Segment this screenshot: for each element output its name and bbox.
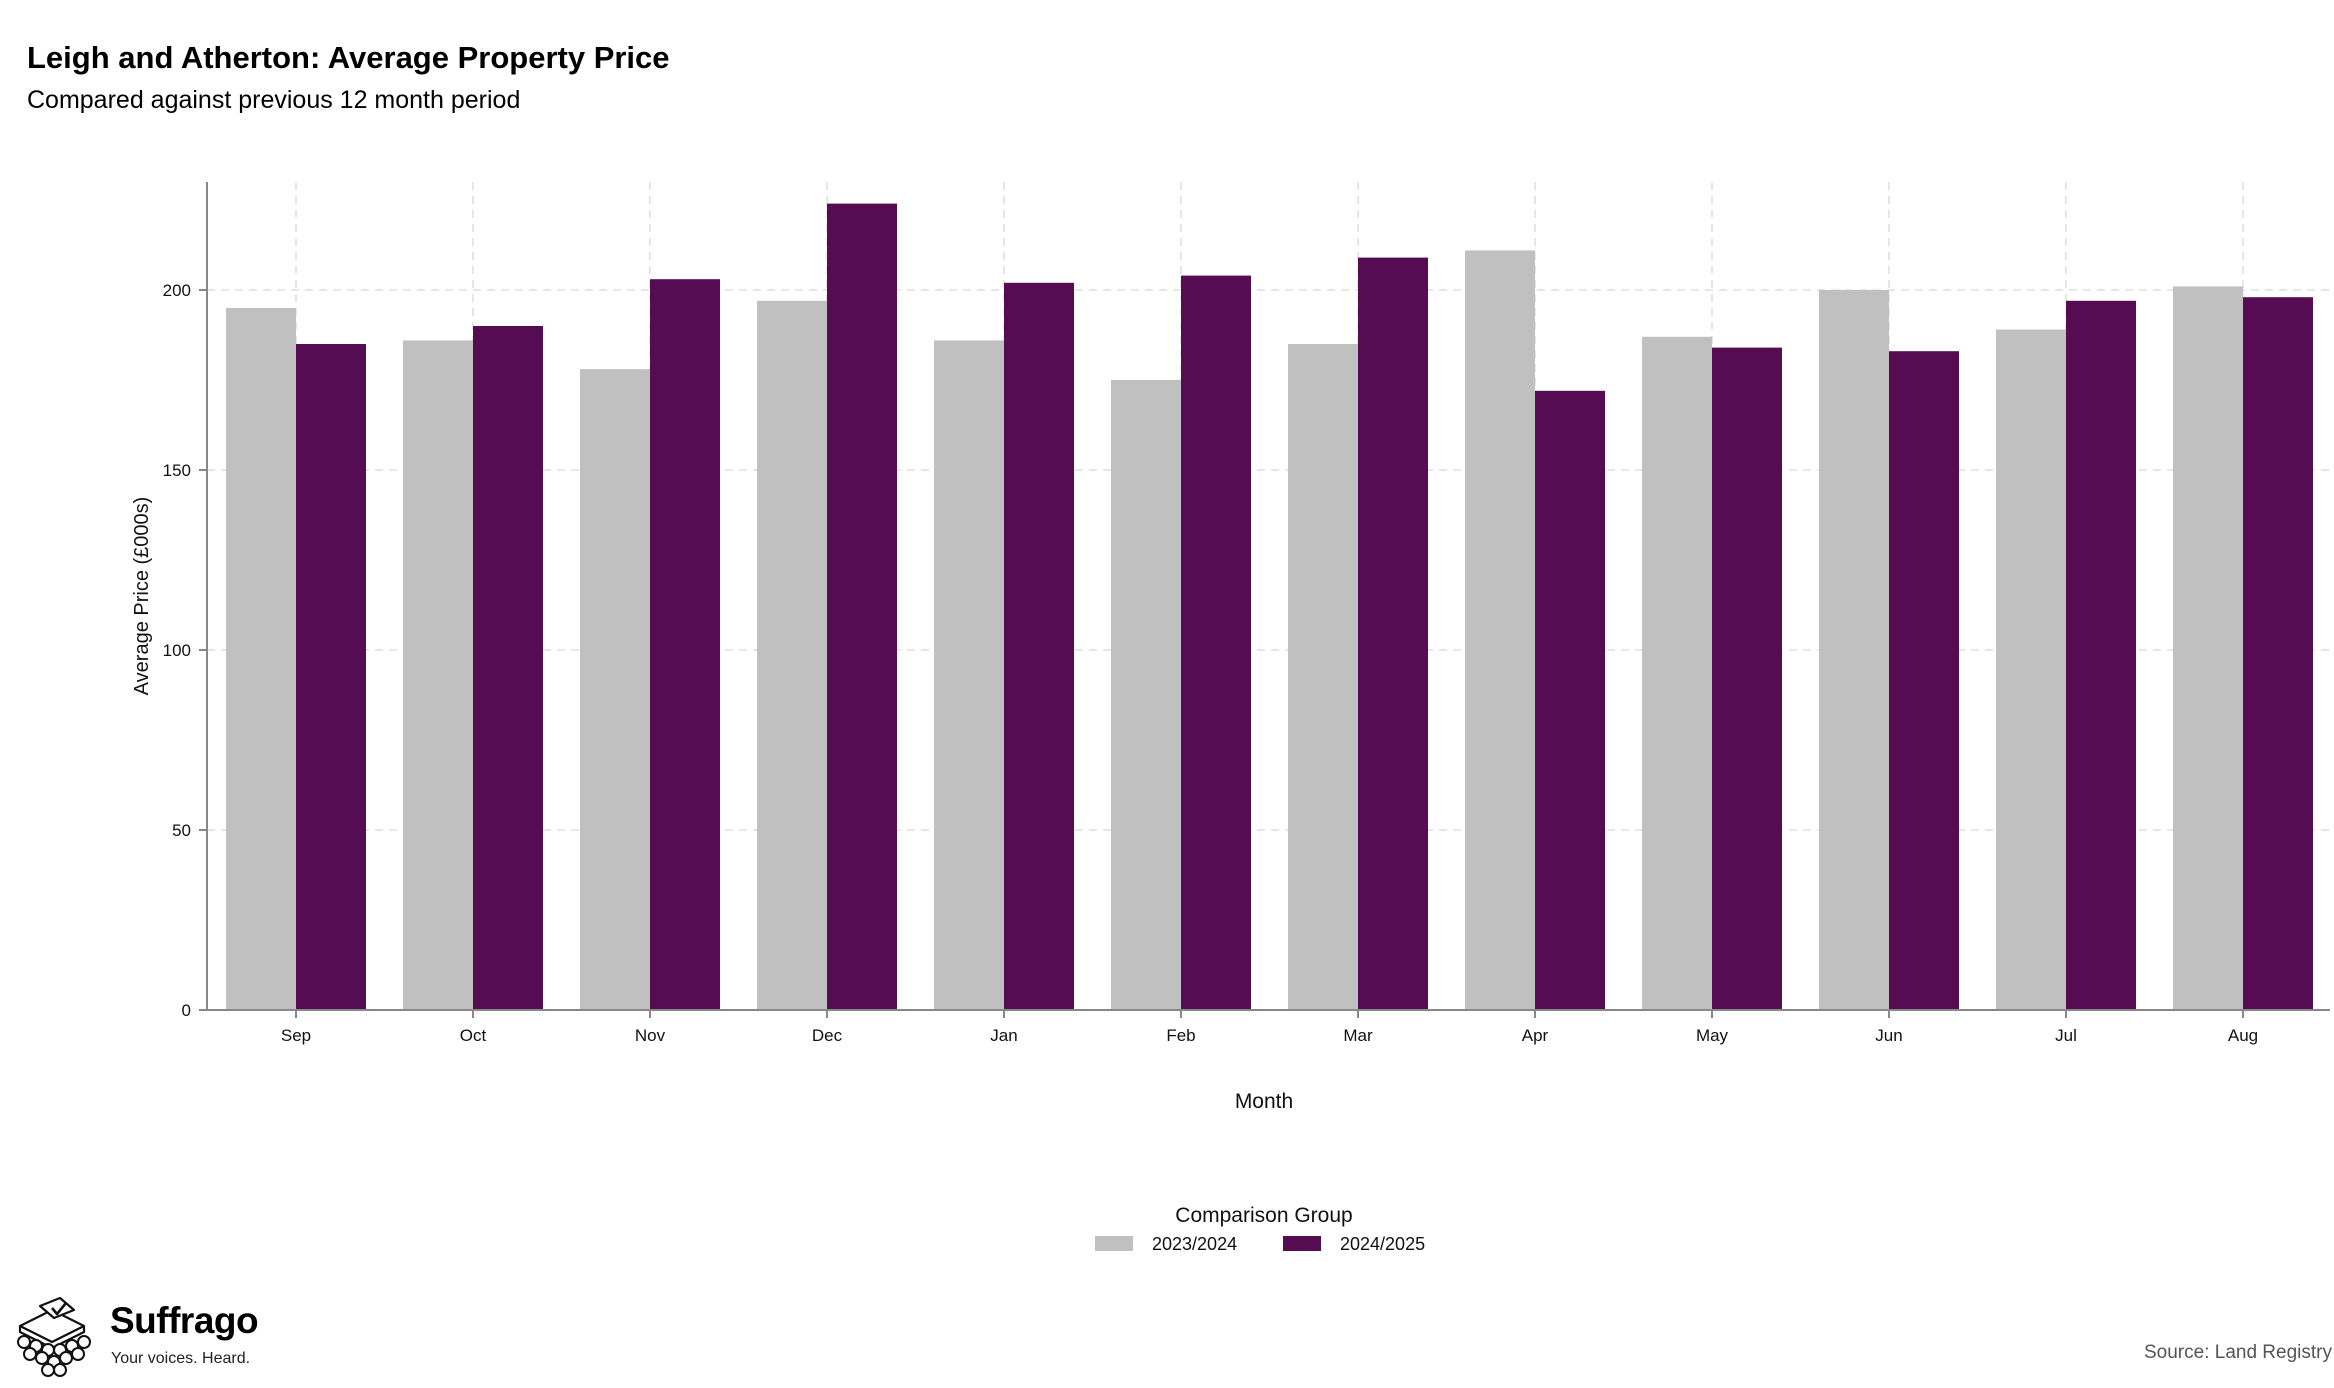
legend-swatch-2024-2025 [1283,1236,1321,1251]
x-tick-label: Jun [1875,1026,1902,1045]
x-tick-label: May [1696,1026,1729,1045]
x-tick-label: Jul [2055,1026,2077,1045]
bar-2024-2025-sep [296,344,366,1010]
bar-2024-2025-jun [1889,351,1959,1010]
x-tick-label: Apr [1522,1026,1549,1045]
bar-2024-2025-oct [473,326,543,1010]
chart-title: Leigh and Atherton: Average Property Pri… [27,40,670,75]
bar-2024-2025-dec [827,203,897,1011]
bar-2024-2025-jan [1004,282,1074,1010]
bar-2024-2025-aug [2243,297,2313,1010]
bar-2023-2024-oct [403,340,473,1010]
bar-2023-2024-mar [1288,344,1358,1010]
y-tick-label: 150 [163,461,191,480]
bar-2024-2025-apr [1535,390,1605,1010]
legend-swatch-2023-2024 [1095,1236,1133,1251]
bar-2024-2025-may [1712,347,1782,1011]
bar-2024-2025-jul [2066,300,2136,1010]
legend-title: Comparison Group [1175,1204,1352,1227]
y-tick-label: 50 [172,821,191,840]
y-axis-title: Average Price (£000s) [131,497,153,696]
bar-2023-2024-apr [1465,250,1535,1010]
brand-name: Suffrago [110,1300,259,1341]
chart-subtitle: Compared against previous 12 month perio… [27,86,521,114]
bar-2024-2025-mar [1358,257,1428,1011]
y-tick-label: 200 [163,281,191,300]
x-tick-label: Sep [281,1026,311,1045]
bar-2023-2024-jun [1819,290,1889,1010]
bar-2024-2025-nov [650,279,720,1010]
y-tick-label: 0 [182,1001,191,1020]
bar-2023-2024-dec [757,300,827,1010]
bar-2023-2024-jan [934,340,1004,1010]
bar-2024-2025-feb [1181,275,1251,1011]
source-note: Source: Land Registry [2144,1342,2332,1363]
bar-2023-2024-aug [2173,286,2243,1010]
y-tick-label: 100 [163,641,191,660]
bar-2023-2024-nov [580,369,650,1010]
x-axis-title: Month [1235,1090,1293,1113]
x-tick-label: Mar [1343,1026,1373,1045]
x-tick-label: Aug [2228,1026,2258,1045]
bar-2023-2024-sep [226,308,296,1010]
bar-2023-2024-jul [1996,329,2066,1011]
x-tick-label: Dec [812,1026,843,1045]
x-tick-label: Nov [635,1026,666,1045]
bar-2023-2024-may [1642,336,1712,1010]
legend-label-2024-2025: 2024/2025 [1340,1234,1425,1254]
x-tick-label: Jan [990,1026,1017,1045]
x-tick-label: Feb [1166,1026,1195,1045]
bar-2023-2024-feb [1111,380,1181,1010]
ballot-box-logo-icon [17,1296,91,1377]
x-tick-label: Oct [460,1026,487,1045]
legend-label-2023-2024: 2023/2024 [1152,1234,1237,1254]
brand-tagline: Your voices. Heard. [111,1350,251,1367]
